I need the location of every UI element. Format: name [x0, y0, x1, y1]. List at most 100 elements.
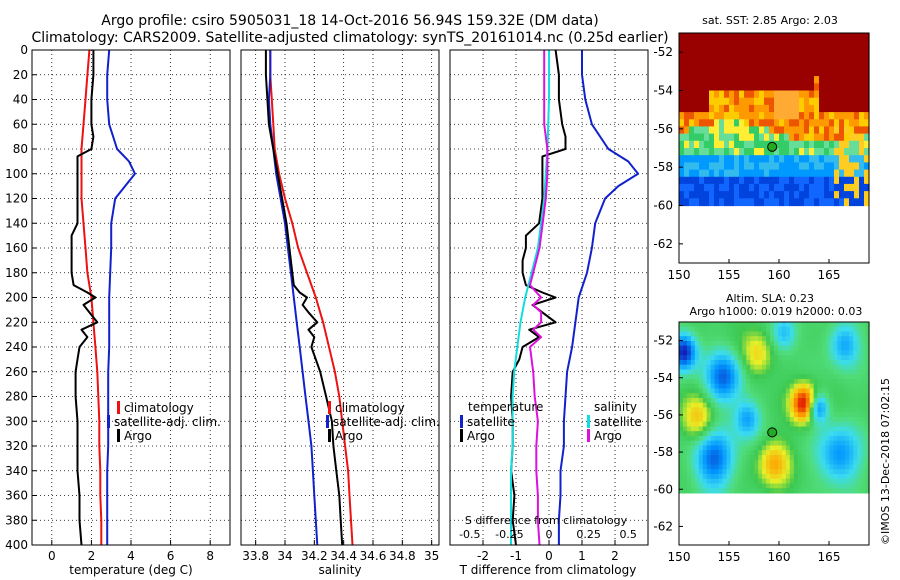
- sla-cell: [698, 355, 704, 361]
- sla-cell: [857, 469, 862, 475]
- sla-cell: [694, 331, 700, 337]
- sst-cell: [729, 183, 735, 192]
- sla-cell: [785, 488, 791, 494]
- temperature-xlabel: temperature (deg C): [69, 563, 192, 577]
- sla-cell: [758, 364, 763, 370]
- sst-cell: [789, 198, 795, 207]
- sla-cell: [801, 469, 807, 475]
- sst-cell: [799, 126, 805, 135]
- sla-cell: [702, 450, 708, 456]
- sst-cell: [724, 148, 730, 156]
- sst-cell: [834, 119, 840, 128]
- sst-cell: [814, 119, 820, 128]
- sst-cell: [834, 68, 840, 77]
- sla-cell: [706, 336, 712, 342]
- figure-title-line1: Argo profile: csiro 5905031_18 14-Oct-20…: [101, 13, 598, 29]
- sla-cell: [734, 469, 739, 475]
- sla-cell: [861, 455, 866, 461]
- sst-cell: [829, 126, 835, 135]
- sst-cell: [794, 68, 800, 77]
- sla-cell: [770, 440, 775, 446]
- sla-cell: [813, 379, 819, 385]
- sla-cell: [706, 474, 712, 480]
- sst-cell: [794, 104, 800, 113]
- sla-cell: [849, 412, 854, 418]
- sla-cell: [746, 450, 751, 456]
- sst-cell: [809, 61, 815, 70]
- sst-cell: [689, 148, 695, 156]
- sla-cell: [793, 322, 799, 328]
- sla-cell: [813, 364, 819, 370]
- x-tick-label: 4: [127, 549, 135, 563]
- sst-cell: [709, 112, 715, 120]
- sla-cell: [683, 464, 688, 470]
- sst-cell: [784, 191, 790, 199]
- sla-cell: [821, 431, 827, 437]
- sst-cell: [714, 155, 720, 163]
- sla-cell: [742, 455, 747, 461]
- sla-cell: [829, 341, 834, 347]
- sst-cell: [769, 176, 775, 185]
- sst-cell: [704, 198, 710, 207]
- sla-cell: [726, 379, 732, 385]
- sla-cell: [742, 326, 747, 332]
- sla-cell: [829, 474, 834, 480]
- sla-cell: [781, 459, 787, 465]
- sst-cell: [714, 162, 720, 171]
- sla-cell: [734, 426, 739, 432]
- sla-cell: [774, 388, 779, 394]
- sst-cell: [759, 76, 765, 84]
- sla-cell: [762, 469, 767, 475]
- sla-cell: [690, 450, 696, 456]
- sla-cell: [730, 431, 736, 437]
- sst-cell: [864, 126, 870, 135]
- sst-cell: [724, 133, 730, 142]
- sst-cell: [764, 40, 770, 48]
- sla-cell: [821, 469, 827, 475]
- sst-cell: [774, 169, 780, 178]
- sst-cell: [694, 119, 700, 128]
- sla-cell: [683, 355, 688, 361]
- sla-cell: [702, 464, 708, 470]
- sst-cell: [779, 68, 785, 77]
- sst-cell: [769, 162, 775, 171]
- sla-cell: [694, 355, 700, 361]
- sst-cell: [844, 33, 850, 41]
- sla-cell: [742, 426, 747, 432]
- sst-cell: [844, 176, 850, 185]
- sla-cell: [754, 345, 759, 351]
- sla-cell: [825, 440, 831, 446]
- sst-cell: [859, 40, 865, 48]
- sla-cell: [770, 417, 775, 423]
- sst-cell: [789, 54, 795, 63]
- sla-cell: [698, 345, 704, 351]
- sla-cell: [841, 426, 846, 432]
- sla-cell: [766, 440, 771, 446]
- sla-cell: [754, 383, 759, 389]
- sla-cell: [781, 464, 787, 470]
- sla-cell: [845, 369, 850, 375]
- sla-cell: [825, 360, 831, 366]
- sla-cell: [801, 483, 807, 489]
- sst-cell: [714, 97, 720, 106]
- sst-cell: [744, 191, 750, 199]
- sst-cell: [699, 176, 705, 185]
- sla-cell: [706, 398, 712, 404]
- sla-cell: [722, 364, 728, 370]
- sst-cell: [794, 83, 800, 92]
- sla-cell: [821, 407, 827, 413]
- sst-cell: [764, 68, 770, 77]
- sla-cell: [817, 417, 823, 423]
- sst-cell: [804, 162, 810, 171]
- sla-cell: [781, 426, 787, 432]
- sla-cell: [679, 350, 684, 356]
- sla-cell: [778, 383, 783, 389]
- sst-cell: [749, 54, 755, 63]
- sla-cell: [805, 383, 811, 389]
- sst-cell: [784, 104, 790, 113]
- sst-cell: [714, 198, 720, 207]
- sst-cell: [734, 76, 740, 84]
- sla-cell: [710, 393, 716, 399]
- sla-cell: [718, 421, 724, 427]
- sst-cell: [859, 47, 865, 56]
